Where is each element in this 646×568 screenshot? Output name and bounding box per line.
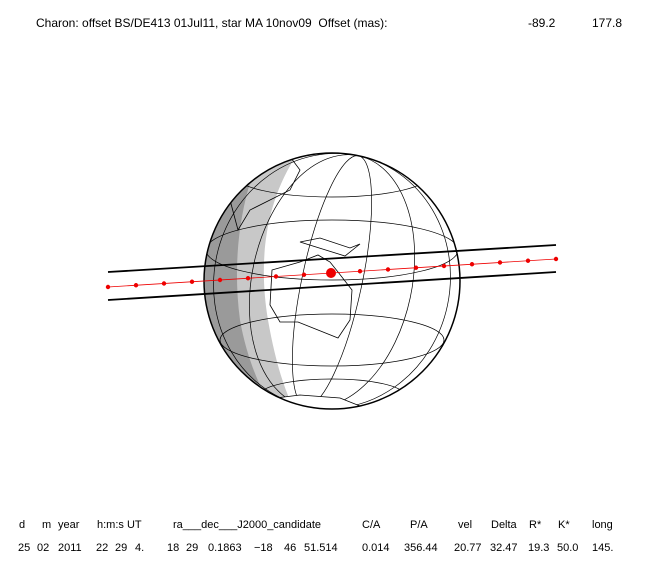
time-dot (553, 256, 559, 262)
cell: 29 (115, 542, 127, 554)
globe (204, 153, 460, 409)
cell: 25 (18, 542, 30, 554)
time-dot (105, 284, 111, 290)
time-dot (385, 267, 391, 272)
cell: −18 (254, 542, 273, 554)
cell: 4. (135, 542, 144, 554)
time-dot (441, 263, 447, 269)
event-point (326, 268, 336, 278)
cell: 0.014 (362, 542, 390, 554)
new-guinea (299, 237, 361, 257)
time-dot (161, 281, 167, 286)
cell: 32.47 (490, 542, 518, 554)
column-header: P/A (410, 519, 428, 531)
table-header: d m year h:m:s UT ra___dec___J2000_candidate… (19, 519, 613, 531)
column-header: Delta (491, 519, 518, 531)
australia (269, 254, 353, 339)
column-header: R* (529, 519, 542, 531)
offset-x: -89.2 (528, 16, 556, 30)
offset-y: 177.8 (592, 16, 622, 30)
time-dot (301, 272, 307, 277)
time-dot (497, 260, 503, 265)
time-marks (105, 256, 559, 290)
cell: 2011 (58, 542, 82, 554)
time-dot (357, 269, 363, 274)
cell: 0.1863 (208, 542, 242, 554)
shadow-edge (107, 271, 557, 301)
time-dot (469, 262, 475, 267)
column-header: vel (458, 519, 472, 531)
time-dot (133, 283, 139, 288)
column-header: year (58, 519, 80, 531)
cell: 29 (186, 542, 198, 554)
cell: 20.77 (454, 542, 482, 554)
time-dot (189, 279, 195, 284)
cell: 145. (592, 542, 613, 554)
column-header: m (42, 519, 51, 531)
cell: 22 (96, 542, 108, 554)
time-dot (525, 258, 531, 263)
cell: 50.0 (557, 542, 578, 554)
column-header: C/A (362, 519, 381, 531)
cell: 356.44 (404, 542, 438, 554)
column-header: h:m:s UT (97, 519, 142, 531)
column-header: long (592, 519, 613, 531)
time-dot (217, 277, 223, 283)
table-row: 25 02 2011 22 29 4. 18 29 0.1863 −18 46 51.514 0.014… (18, 542, 613, 554)
column-header: ra___dec___J2000_candidate (173, 519, 321, 531)
cell: 51.514 (304, 542, 338, 554)
cell: 19.3 (528, 542, 549, 554)
column-header: K* (558, 519, 570, 531)
time-dot (413, 265, 419, 270)
shadow-edge (107, 244, 557, 273)
cell: 46 (284, 542, 296, 554)
title: Charon: offset BS/DE413 01Jul11, star MA… (36, 16, 388, 30)
time-dot (245, 276, 251, 281)
cell: 18 (167, 542, 179, 554)
column-header: d (19, 519, 25, 531)
time-dot (273, 274, 279, 279)
cell: 02 (37, 542, 49, 554)
